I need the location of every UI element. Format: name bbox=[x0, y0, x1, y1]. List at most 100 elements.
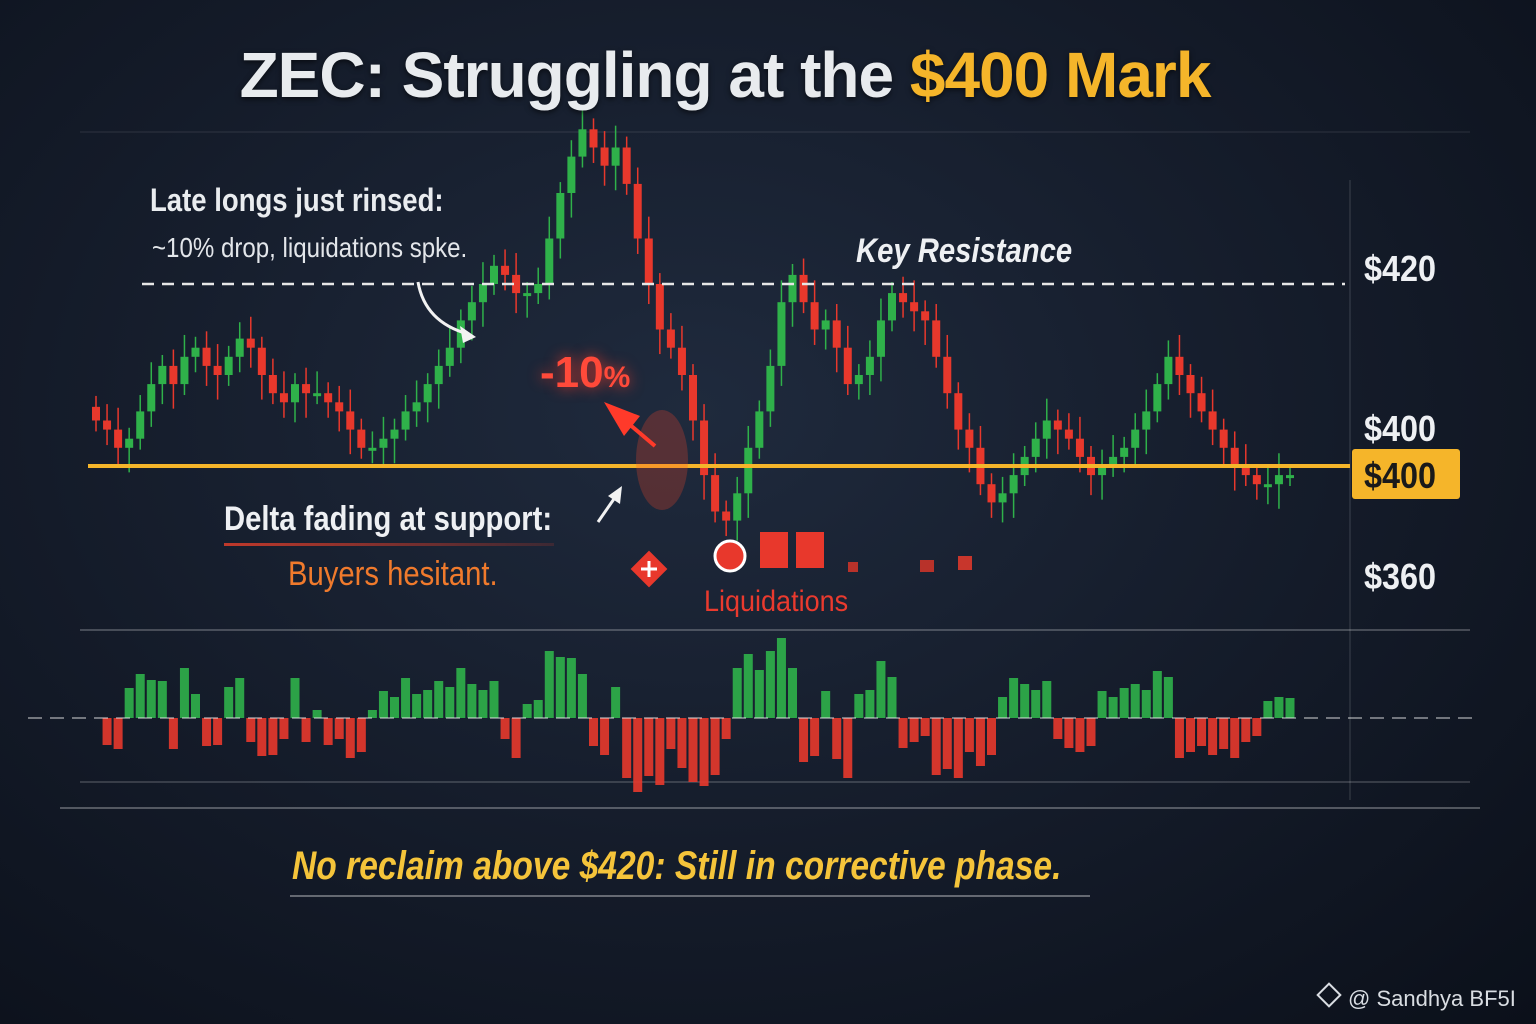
delta-bar-negative bbox=[356, 718, 366, 752]
candle-body bbox=[556, 193, 565, 239]
candle-body bbox=[589, 129, 598, 148]
candle-body bbox=[235, 338, 244, 357]
footer-caption: No reclaim above $420: Still in correcti… bbox=[292, 844, 1062, 888]
delta-bar-negative bbox=[1197, 718, 1207, 746]
delta-bar-positive bbox=[743, 654, 753, 718]
title-main: ZEC: Struggling at the bbox=[239, 39, 910, 111]
price-label-400-highlight-text: $400 bbox=[1364, 455, 1437, 496]
candle-body bbox=[622, 147, 631, 184]
candle-body bbox=[755, 411, 764, 448]
candle-body bbox=[611, 147, 620, 166]
drop-glow bbox=[636, 410, 688, 510]
delta-bar-positive bbox=[555, 657, 565, 718]
candle-body bbox=[434, 365, 443, 385]
candle-body bbox=[1120, 447, 1129, 457]
delta-bar-positive bbox=[854, 694, 864, 718]
candle-body bbox=[987, 484, 996, 503]
delta-bar-negative bbox=[1064, 718, 1074, 748]
delta-bar-positive bbox=[157, 681, 167, 718]
candle-body bbox=[423, 384, 432, 403]
delta-bar-negative bbox=[1219, 718, 1229, 749]
liquidation-small-icon bbox=[848, 562, 858, 572]
delta-bar-positive bbox=[1152, 671, 1162, 718]
candle-body bbox=[1252, 475, 1261, 485]
candle-body bbox=[744, 447, 753, 494]
delta-bar-positive bbox=[887, 677, 897, 718]
delta-bar-negative bbox=[268, 718, 278, 755]
delta-bar-positive bbox=[124, 688, 134, 718]
candle-body bbox=[1053, 420, 1062, 430]
candle-body bbox=[357, 429, 366, 448]
candle-body bbox=[1164, 356, 1173, 385]
candle-body bbox=[213, 365, 222, 375]
delta-bar-negative bbox=[644, 718, 654, 776]
candle-body bbox=[910, 302, 919, 312]
candle-body bbox=[125, 438, 134, 448]
delta-bar-negative bbox=[655, 718, 665, 785]
delta-bar-negative bbox=[964, 718, 974, 752]
candle-body bbox=[92, 406, 100, 421]
candle-body bbox=[302, 384, 311, 394]
candle-body bbox=[1031, 438, 1040, 457]
annotation-delta-fading: Delta fading at support: bbox=[224, 500, 553, 538]
key-resistance-label: Key Resistance bbox=[856, 232, 1073, 270]
candle-body bbox=[1109, 456, 1118, 466]
delta-bar-positive bbox=[1141, 690, 1151, 718]
delta-bar-positive bbox=[1119, 688, 1129, 718]
candle-body bbox=[700, 420, 709, 476]
delta-bar-positive bbox=[1108, 697, 1118, 718]
candle-body bbox=[103, 420, 112, 430]
delta-bar-positive bbox=[821, 691, 831, 718]
candle-body bbox=[158, 365, 167, 385]
delta-bar-positive bbox=[1031, 690, 1041, 718]
candle-body bbox=[224, 356, 233, 375]
candle-body bbox=[456, 320, 465, 348]
delta-bar-negative bbox=[1241, 718, 1251, 742]
delta-bar-positive bbox=[390, 697, 399, 718]
candle-body bbox=[832, 320, 841, 348]
delta-bar-negative bbox=[345, 718, 355, 758]
delta-bar-negative bbox=[511, 718, 521, 758]
delta-bar-positive bbox=[544, 651, 554, 718]
delta-bar-positive bbox=[754, 670, 764, 718]
delta-bar-positive bbox=[1020, 684, 1030, 718]
delta-bar-negative bbox=[920, 718, 930, 736]
delta-bar-positive bbox=[533, 700, 543, 718]
price-label-420: $420 bbox=[1364, 248, 1437, 289]
candle-body bbox=[368, 447, 377, 451]
delta-bar-positive bbox=[367, 710, 377, 718]
chart-grid bbox=[60, 131, 1480, 809]
candle-body bbox=[1274, 475, 1283, 485]
drop-pct: % bbox=[603, 361, 631, 394]
candle-body bbox=[1241, 466, 1250, 476]
watermark: @ Sandhya BF5I bbox=[1316, 982, 1516, 1012]
candle-body bbox=[1098, 466, 1107, 476]
delta-bar-negative bbox=[832, 718, 842, 759]
delta-bar-negative bbox=[987, 718, 996, 755]
liquidation-clock-icon bbox=[713, 539, 747, 573]
candle-body bbox=[766, 365, 775, 412]
candle-body bbox=[501, 265, 510, 275]
candle-body bbox=[655, 284, 664, 330]
candle-body bbox=[943, 356, 952, 394]
delta-bar-negative bbox=[589, 718, 598, 746]
candle-body bbox=[291, 384, 299, 403]
delta-bar-negative bbox=[677, 718, 687, 768]
candle-body bbox=[512, 274, 521, 294]
footer-underline bbox=[290, 895, 1090, 897]
delta-bar-negative bbox=[688, 718, 698, 782]
delta-bar-negative bbox=[1186, 718, 1195, 752]
arrow-delta bbox=[596, 486, 622, 523]
delta-bar-positive bbox=[1163, 677, 1173, 718]
candle-body bbox=[523, 293, 532, 297]
candle-body bbox=[921, 311, 930, 321]
arrow-drop bbox=[604, 402, 657, 448]
candle-body bbox=[114, 429, 123, 448]
delta-bar-positive bbox=[1285, 698, 1295, 718]
delta-bar-positive bbox=[998, 697, 1008, 718]
liquidation-markers bbox=[630, 532, 972, 588]
delta-bar-positive bbox=[876, 661, 886, 718]
delta-bar-negative bbox=[1174, 718, 1184, 758]
candle-body bbox=[467, 302, 476, 321]
delta-bar-positive bbox=[1263, 701, 1273, 718]
